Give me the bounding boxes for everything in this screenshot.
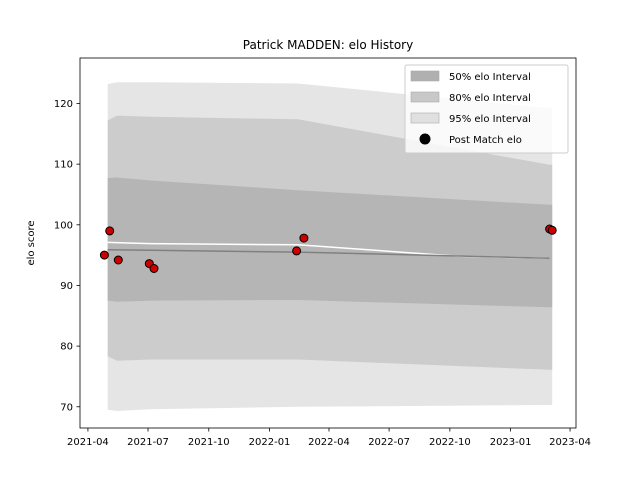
series-line-1 <box>107 248 550 259</box>
legend-box <box>404 64 569 154</box>
post-match-point <box>99 250 109 260</box>
legend-swatch <box>410 112 440 124</box>
x-tick-label: 2023-04 <box>549 437 591 448</box>
plot-frame <box>79 57 577 429</box>
x-tick-label: 2021-07 <box>127 437 169 448</box>
y-tick-label: 110 <box>54 160 73 171</box>
post-match-point <box>292 246 302 256</box>
y-tick-label: 90 <box>60 281 73 292</box>
legend-swatch <box>410 70 440 82</box>
y-tick-label: 70 <box>60 402 73 413</box>
y-tick-label: 100 <box>54 220 73 231</box>
legend-label: Post Match elo <box>449 135 522 146</box>
y-tick-label: 120 <box>54 99 73 110</box>
x-tick-label: 2022-04 <box>308 437 350 448</box>
chart-title: Patrick MADDEN: elo History <box>243 38 413 52</box>
x-tick-label: 2021-10 <box>188 437 230 448</box>
legend-label: 80% elo Interval <box>449 93 531 104</box>
legend-marker <box>419 133 431 145</box>
band-p50 <box>107 177 553 308</box>
post-match-point <box>149 264 159 273</box>
x-tick-label: 2023-01 <box>490 437 532 448</box>
y-axis-label: elo score <box>26 220 37 265</box>
post-match-point <box>113 255 123 265</box>
post-match-point <box>299 233 309 243</box>
post-match-point <box>105 226 115 236</box>
y-tick-label: 80 <box>60 342 73 353</box>
x-tick-label: 2022-10 <box>429 437 471 448</box>
axes: 2021-04 2021-07 2021-10 2022-01 2022-04 2022-… <box>54 99 591 448</box>
legend-label: 50% elo Interval <box>449 72 531 83</box>
x-tick-label: 2022-07 <box>368 437 410 448</box>
legend-label: 95% elo Interval <box>449 114 531 125</box>
x-tick-label: 2021-04 <box>67 437 109 448</box>
legend-swatch <box>410 91 440 103</box>
x-tick-label: 2022-01 <box>249 437 291 448</box>
post-match-point <box>547 225 557 235</box>
legend: 50% elo Interval 80% elo Interval 95% elo … <box>404 64 569 154</box>
plot-area <box>99 82 557 412</box>
